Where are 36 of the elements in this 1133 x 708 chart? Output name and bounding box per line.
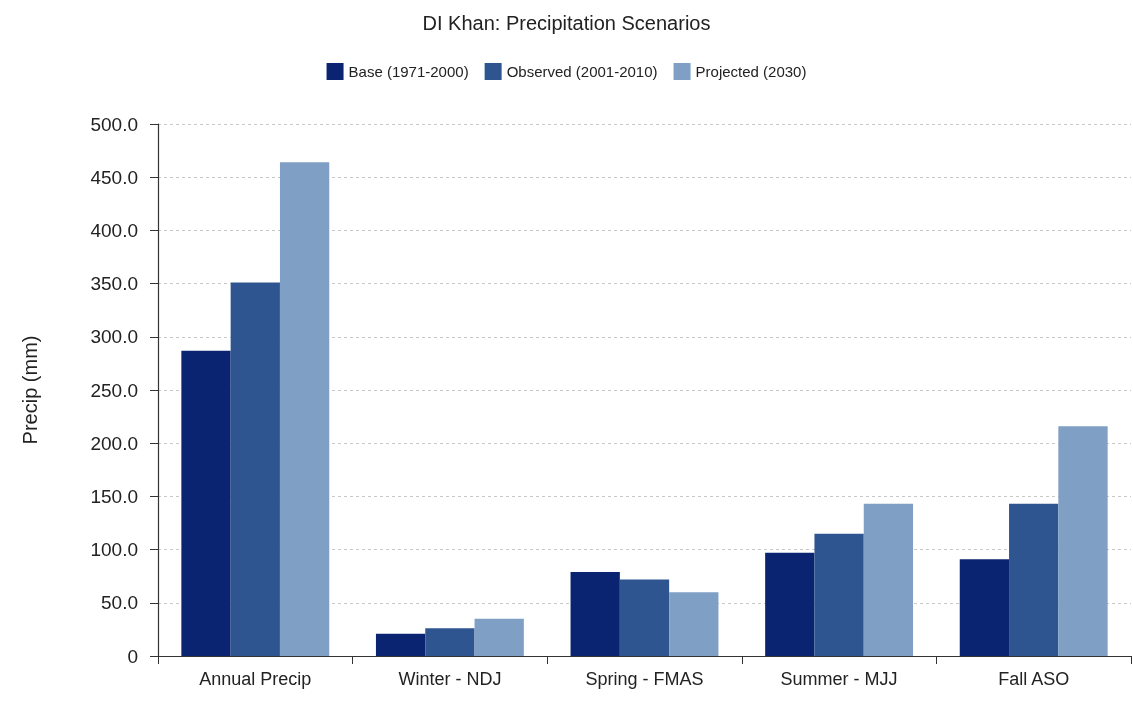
bar [570,571,620,656]
y-tick-label: 350.0 [90,273,138,295]
bar [814,533,864,656]
y-tick-label: 400.0 [90,219,138,241]
y-tick-label: 250.0 [90,379,138,401]
chart-title: DI Khan: Precipitation Scenarios [422,12,711,34]
x-tick-label: Annual Precip [199,669,312,689]
bar [279,162,330,656]
bar [1058,426,1108,656]
bar [619,579,670,656]
bar [474,618,524,656]
bar [863,503,914,656]
bar [669,592,719,656]
x-tick-label: Spring - FMAS [585,669,704,689]
y-tick-label: 300.0 [90,326,138,348]
y-tick-label: 50.0 [101,592,138,614]
y-tick-label: 500.0 [90,113,138,135]
y-tick-label: 450.0 [90,166,138,188]
x-tick-label: Fall ASO [998,669,1070,689]
bar [425,628,475,656]
legend-label: Observed (2001-2010) [506,63,658,80]
y-tick-label: 200.0 [90,432,138,454]
legend-label: Projected (2030) [695,63,807,80]
legend-label: Base (1971-2000) [348,63,469,80]
bar [375,633,426,656]
bar [181,350,231,656]
y-tick-label: 0 [127,645,138,667]
y-tick-label: 100.0 [90,539,138,561]
y-axis-title: Precip (mm) [19,335,41,445]
bar [959,559,1010,656]
bar [230,282,280,656]
y-tick-label: 150.0 [90,485,138,507]
x-tick-label: Winter - NDJ [398,669,502,689]
bar [1009,503,1059,656]
bar [765,552,815,656]
x-tick-label: Summer - MJJ [780,669,898,689]
